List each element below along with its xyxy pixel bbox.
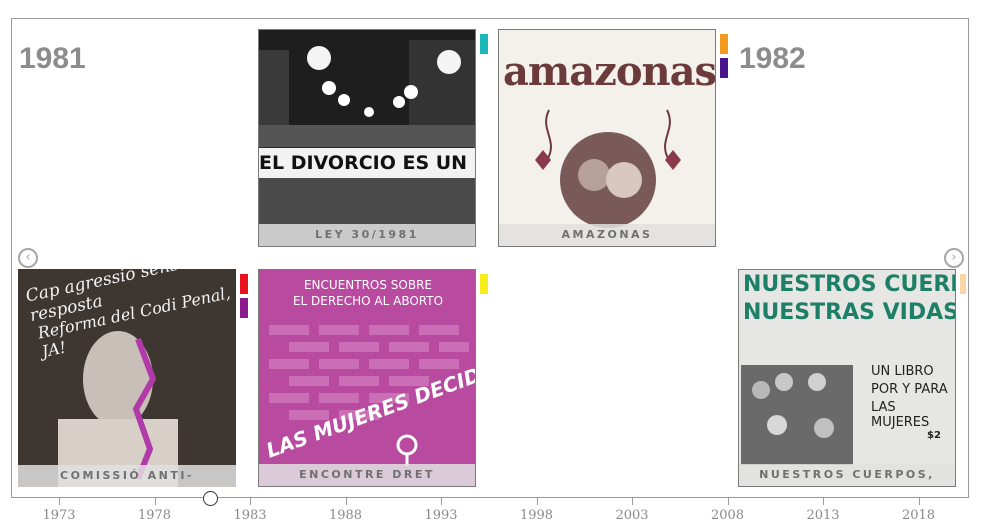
axis-tick-label: 2003 (615, 508, 649, 523)
nuestros-line-1: NUESTROS CUERPOS, (743, 272, 955, 297)
axis-tick (918, 497, 920, 505)
encontre-brick-pattern (259, 270, 475, 486)
tag-orange (720, 34, 728, 54)
axis-tick (59, 497, 60, 505)
card-amazonas[interactable]: amazonas AMAZONAS (498, 29, 716, 247)
card-caption: COMISSIÓ ANTI- (18, 465, 236, 487)
axis-tick-label: 1998 (519, 508, 554, 523)
tag-teal (480, 34, 488, 54)
comissio-photo (18, 269, 236, 487)
ley-banner-text: EL DIVORCIO ES UN (259, 148, 475, 178)
axis-tick-label: 1978 (137, 508, 172, 523)
encontre-line-2: EL DERECHO AL ABORTO (292, 294, 444, 308)
tag-purple (240, 298, 248, 318)
card-caption: NUESTROS CUERPOS, (739, 464, 955, 486)
axis-tick-label: 1983 (233, 508, 267, 523)
amazonas-illustration (535, 109, 681, 228)
axis-tick (154, 497, 156, 505)
prev-arrow-button[interactable]: ‹ (18, 248, 38, 268)
nuestros-line-5: LAS MUJERES (871, 400, 930, 430)
axis-tick-label: 2008 (710, 508, 745, 523)
ley-photo (259, 30, 475, 246)
card-caption: AMAZONAS (499, 224, 715, 246)
tag-yellow (480, 274, 488, 294)
axis-tick-label: 1988 (328, 508, 363, 523)
axis-tick (536, 497, 538, 505)
card-comissio-anti[interactable]: Cap agressió sense resposta Reforma del … (18, 269, 236, 487)
axis-tick (345, 497, 347, 505)
axis-tick (632, 497, 633, 505)
axis-tick (823, 497, 824, 505)
year-label-1982: 1982 (739, 42, 806, 75)
axis-tick-label: 1973 (42, 508, 76, 523)
axis-tick-label: 2013 (806, 508, 840, 523)
next-arrow-button[interactable]: › (944, 248, 964, 268)
year-label-1981: 1981 (19, 42, 86, 75)
card-ley-30-1981[interactable]: EL DIVORCIO ES UN LEY 30/1981 (258, 29, 476, 247)
axis-tick (250, 497, 251, 505)
axis-tick-label: 1993 (424, 508, 458, 523)
card-caption: LEY 30/1981 (259, 224, 475, 246)
card-caption: ENCONTRE DRET (259, 464, 475, 486)
nuestros-photo (741, 365, 853, 465)
timeline-slider-handle[interactable] (203, 491, 218, 506)
amazonas-title: amazonas (503, 48, 716, 95)
tag-indigo (720, 58, 728, 78)
axis-tick (441, 497, 442, 505)
card-nuestros-cuerpos[interactable]: NUESTROS CUERPOS, NUESTRAS VIDAS UN LIBR… (738, 269, 956, 487)
nuestros-price: $2 (927, 430, 941, 441)
nuestros-line-4: POR Y PARA (871, 382, 948, 397)
axis-tick (727, 497, 729, 505)
nuestros-line-2: NUESTRAS VIDAS (743, 300, 956, 325)
timeline-axis (11, 497, 969, 498)
encontre-line-1: ENCUENTROS SOBRE (303, 278, 433, 292)
nuestros-line-3: UN LIBRO (871, 364, 934, 379)
card-encontre-dret[interactable]: ENCUENTROS SOBRE EL DERECHO AL ABORTO LA… (258, 269, 476, 487)
tag-red (240, 274, 248, 294)
tag-peach (960, 274, 966, 294)
axis-tick-label: 2018 (901, 508, 936, 523)
